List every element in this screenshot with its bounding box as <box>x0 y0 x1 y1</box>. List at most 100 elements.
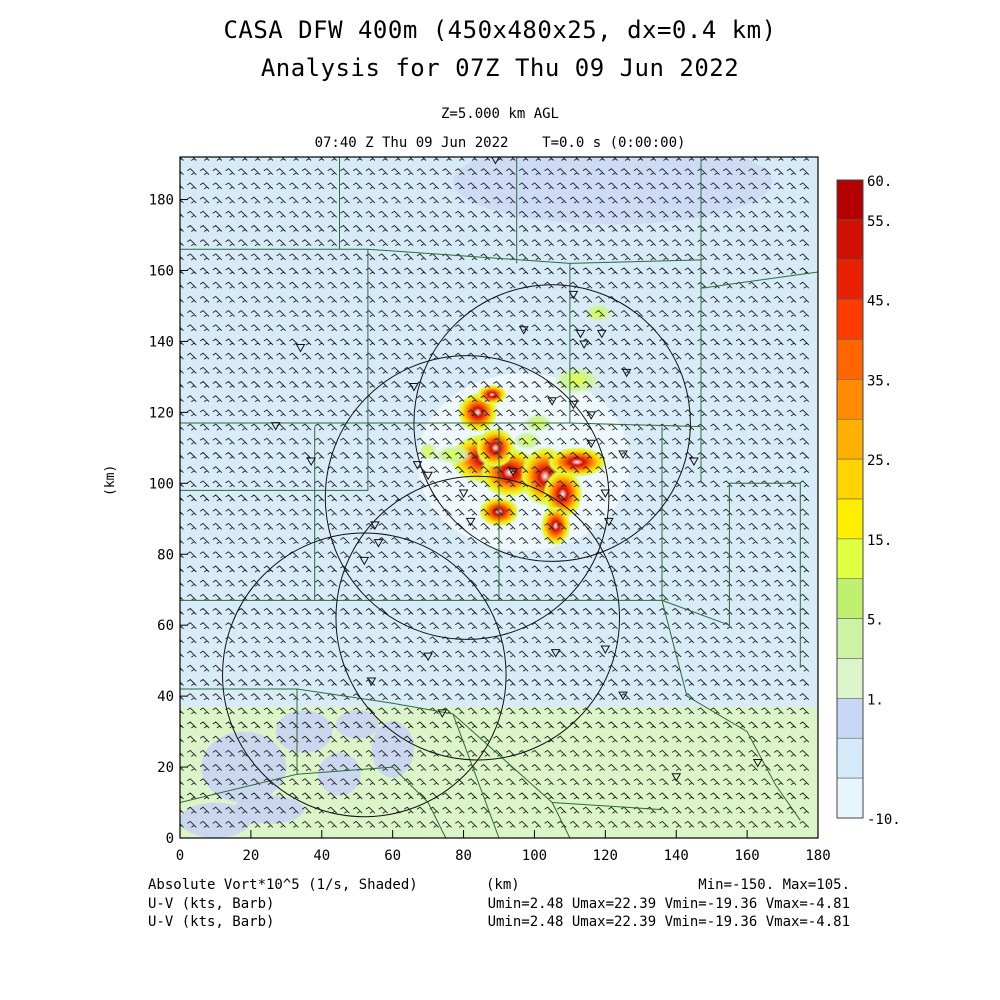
colorbar-label: -10. <box>867 812 901 828</box>
colorbar-label: 55. <box>867 214 892 230</box>
y-tick-label: 160 <box>149 264 174 280</box>
storm-cell <box>475 427 516 468</box>
radar-site-marker <box>423 652 433 662</box>
colorbar-swatch <box>836 538 864 580</box>
wind-barb-field <box>180 157 810 828</box>
colorbar-label: 5. <box>867 613 884 629</box>
y-tick-label: 60 <box>157 618 174 634</box>
colorbar-swatch <box>836 418 864 460</box>
colorbar-swatch <box>836 618 864 659</box>
radar-site-marker <box>306 457 317 467</box>
y-tick-label: 120 <box>149 405 174 421</box>
boundary-line <box>296 688 500 838</box>
y-tick-label: 80 <box>157 547 174 563</box>
radar-range-ring <box>324 355 610 640</box>
valid-time-label: 07:40 Z Thu 09 Jun 2022 T=0.0 s (0:00:00… <box>314 135 686 151</box>
x-tick-label: 60 <box>384 848 401 864</box>
radar-site-marker <box>618 691 628 701</box>
radar-site-marker <box>359 556 370 566</box>
plot-frame <box>179 156 819 839</box>
radar-site-marker <box>579 340 589 349</box>
radar-site-marker <box>586 439 597 449</box>
colorbar-swatch <box>836 219 864 261</box>
radar-site-marker <box>600 489 611 498</box>
radar-site-marker <box>568 290 579 300</box>
y-tick-label: 180 <box>149 193 174 209</box>
y-tick-label: 0 <box>166 831 174 847</box>
colorbar-swatch <box>836 498 864 540</box>
radar-site-marker <box>437 709 448 718</box>
radar-site-marker <box>458 489 469 498</box>
storm-cell <box>583 303 614 323</box>
radar-site-marker <box>752 759 763 768</box>
radar-site-marker <box>575 329 586 339</box>
storm-cell <box>540 506 571 546</box>
level-label: Z=5.000 km AGL <box>440 106 559 122</box>
radar-site-marker <box>618 450 628 459</box>
negative-vorticity-blob <box>275 710 333 753</box>
boundary-line <box>569 259 702 428</box>
boundary-line <box>551 802 571 838</box>
radar-site-marker <box>621 368 632 378</box>
radar-site-marker <box>604 517 614 527</box>
radar-site-marker <box>423 471 433 481</box>
radar-site-marker <box>370 521 380 530</box>
radar-site-marker <box>270 422 281 431</box>
x-tick-label: 140 <box>664 848 689 864</box>
radar-site-marker <box>465 517 476 527</box>
boundary-line <box>367 248 571 424</box>
negative-vorticity-blob <box>335 710 379 739</box>
radar-site-marker <box>409 383 419 392</box>
negative-vorticity-blob <box>371 720 414 778</box>
colorbar-swatch <box>836 458 864 500</box>
colorbar-swatch <box>836 379 864 420</box>
radar-site-marker <box>671 773 682 782</box>
analysis-time: Analysis for 07Z Thu 09 Jun 2022 <box>260 54 740 82</box>
colorbar-swatch <box>836 339 864 380</box>
y-tick-label: 140 <box>149 334 174 350</box>
boundary-line <box>700 271 818 289</box>
colorbar-swatch <box>836 259 864 300</box>
plot-title: CASA DFW 400m (450x480x25, dx=0.4 km) <box>223 16 777 44</box>
x-tick-label: 80 <box>455 848 472 864</box>
uv-stats-2: Umin=2.48 Umax=22.39 Vmin=-19.36 Vmax=-4… <box>487 914 850 930</box>
x-tick-label: 160 <box>734 848 759 864</box>
radar-site-marker <box>491 157 500 165</box>
radar-range-ring <box>413 284 691 562</box>
boundary-line <box>661 600 801 821</box>
radar-site-marker <box>518 326 529 335</box>
colorbar-label: 1. <box>867 692 884 708</box>
min-max-label: Min=-150. Max=105. <box>698 877 850 893</box>
field-label: Absolute Vort*10^5 (1/s, Shaded) <box>148 877 418 893</box>
wind-barbs <box>180 157 810 828</box>
axis-ticks <box>179 199 819 839</box>
radar-sites <box>270 157 763 782</box>
radar-site-marker <box>366 677 377 686</box>
radar-site-marker <box>596 329 607 339</box>
boundary-line <box>661 482 801 668</box>
colorbar-swatch <box>836 179 864 221</box>
radar-site-marker <box>508 468 519 477</box>
colorbar-frame <box>836 179 864 819</box>
radar-range-ring <box>335 475 621 761</box>
x-tick-label: 180 <box>805 848 830 864</box>
colorbar-swatch <box>836 777 864 819</box>
colorbar-label: 60. <box>867 174 892 190</box>
colorbar-swatch <box>836 299 864 340</box>
colorbar-swatch <box>836 658 864 699</box>
y-tick-label: 100 <box>149 476 174 492</box>
storm-cell <box>512 430 543 451</box>
colorbar-swatch <box>836 737 864 779</box>
boundary-line <box>296 766 447 838</box>
uv-stats-1: Umin=2.48 Umax=22.39 Vmin=-19.36 Vmax=-4… <box>487 896 850 912</box>
radar-site-marker <box>412 461 423 470</box>
x-tick-label: 120 <box>593 848 618 864</box>
radar-site-marker <box>295 344 306 353</box>
radar-site-marker <box>550 649 561 658</box>
radar-range-rings <box>222 284 691 818</box>
plot-area <box>180 157 818 838</box>
x-tick-label: 100 <box>522 848 547 864</box>
radar-site-marker <box>568 400 579 410</box>
storm-cell <box>552 365 602 396</box>
storm-cell <box>433 445 473 465</box>
